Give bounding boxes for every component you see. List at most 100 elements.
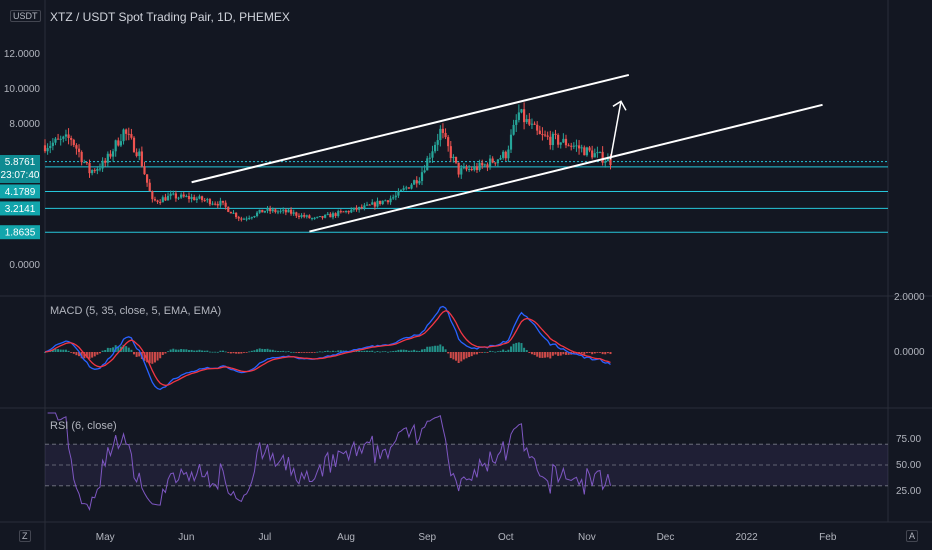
macd-histogram-bar xyxy=(572,352,575,355)
macd-histogram-bar xyxy=(75,352,78,356)
level-price-tag xyxy=(0,225,40,240)
macd-histogram-bar xyxy=(439,344,442,352)
macd-histogram-bar xyxy=(311,352,314,353)
candle-body xyxy=(190,197,193,199)
rsi-label[interactable]: RSI (6, close) xyxy=(50,420,117,432)
chart-title: XTZ / USDT Spot Trading Pair, 1D, PHEMEX xyxy=(50,10,290,24)
macd-histogram-bar xyxy=(164,352,167,354)
macd-histogram xyxy=(44,342,612,364)
macd-histogram-bar xyxy=(248,351,251,353)
candle-body xyxy=(127,133,130,135)
macd-histogram-bar xyxy=(441,346,444,352)
candle-body xyxy=(502,151,505,158)
candle-body xyxy=(433,144,437,152)
macd-axis-tick: 0.0000 xyxy=(894,347,925,358)
macd-histogram-bar xyxy=(253,350,256,352)
macd-histogram-bar xyxy=(355,351,358,352)
macd-histogram-bar xyxy=(486,352,489,353)
candle-body xyxy=(237,217,240,219)
candle-body xyxy=(303,215,306,217)
macd-histogram-bar xyxy=(303,352,306,353)
macd-histogram-bar xyxy=(431,346,434,352)
macd-histogram-bar xyxy=(125,346,128,352)
macd-histogram-bar xyxy=(193,350,196,352)
candle-body xyxy=(219,200,222,206)
candle-body xyxy=(423,170,426,173)
macd-histogram-bar xyxy=(533,352,536,356)
macd-histogram-bar xyxy=(470,352,473,357)
macd-histogram-bar xyxy=(282,350,285,352)
macd-histogram-bar xyxy=(85,352,88,358)
macd-histogram-bar xyxy=(172,348,175,352)
candle-body xyxy=(75,145,78,149)
macd-histogram-bar xyxy=(405,349,408,352)
candle-body xyxy=(174,193,178,199)
macd-histogram-bar xyxy=(59,349,62,352)
macd-histogram-bar xyxy=(98,352,101,354)
level-price-tag xyxy=(0,201,40,216)
candle-body xyxy=(224,202,227,207)
macd-histogram-bar xyxy=(481,352,484,353)
candle-body xyxy=(399,189,403,191)
currency-badge[interactable]: USDT xyxy=(10,10,41,22)
macd-histogram-bar xyxy=(237,352,240,354)
auto-scale-button[interactable]: A xyxy=(906,530,919,542)
macd-histogram-bar xyxy=(525,350,528,352)
macd-histogram-bar xyxy=(515,342,518,352)
macd-histogram-bar xyxy=(232,352,235,354)
candle-body xyxy=(470,169,473,171)
candle-body xyxy=(232,212,235,214)
macd-histogram-bar xyxy=(457,352,460,364)
macd-histogram-bar xyxy=(601,352,604,355)
candle-body xyxy=(292,212,295,214)
candle-body xyxy=(182,194,185,197)
macd-histogram-bar xyxy=(499,350,502,352)
candle-body xyxy=(324,214,327,218)
candle-body xyxy=(494,162,497,164)
candle-body xyxy=(538,130,541,135)
macd-histogram-bar xyxy=(305,352,308,353)
candle-body xyxy=(591,150,594,158)
candle-body xyxy=(310,218,314,220)
candle-body xyxy=(203,200,206,202)
candle-body xyxy=(172,193,175,195)
candle-body xyxy=(551,133,554,146)
macd-histogram-bar xyxy=(187,350,190,352)
macd-histogram-bar xyxy=(462,352,465,360)
macd-histogram-bar xyxy=(266,348,269,352)
macd-histogram-bar xyxy=(528,352,531,353)
macd-histogram-bar xyxy=(423,348,426,352)
candle-body xyxy=(156,200,159,202)
log-scale-button[interactable]: Z xyxy=(19,530,31,542)
candle-body xyxy=(452,156,455,159)
candle-body xyxy=(195,198,198,201)
candle-body xyxy=(153,199,157,201)
macd-histogram-bar xyxy=(167,351,170,353)
macd-histogram-bar xyxy=(106,347,109,352)
macd-histogram-bar xyxy=(473,352,476,355)
candles xyxy=(43,102,612,222)
candle-body xyxy=(295,212,298,216)
macd-histogram-bar xyxy=(295,352,298,353)
candle-body xyxy=(491,158,494,163)
macd-histogram-bar xyxy=(174,349,177,352)
time-axis-label: 2022 xyxy=(736,532,759,543)
candle-body xyxy=(376,200,379,207)
candle-body xyxy=(515,119,518,125)
candle-body xyxy=(255,212,259,217)
time-axis-label: Aug xyxy=(337,532,355,543)
candle-body xyxy=(305,215,308,217)
candle-body xyxy=(211,203,214,205)
candle-body xyxy=(365,204,369,206)
current-price-label: 5.8761 xyxy=(0,155,40,170)
macd-histogram-bar xyxy=(434,345,437,352)
candle-body xyxy=(72,139,75,146)
macd-histogram-bar xyxy=(389,351,392,353)
macd-histogram-bar xyxy=(72,352,75,354)
candle-body xyxy=(289,209,293,214)
candle-body xyxy=(575,145,578,147)
macd-label[interactable]: MACD (5, 35, close, 5, EMA, EMA) xyxy=(50,305,222,317)
macd-histogram-bar xyxy=(554,352,557,355)
candle-body xyxy=(447,137,450,147)
